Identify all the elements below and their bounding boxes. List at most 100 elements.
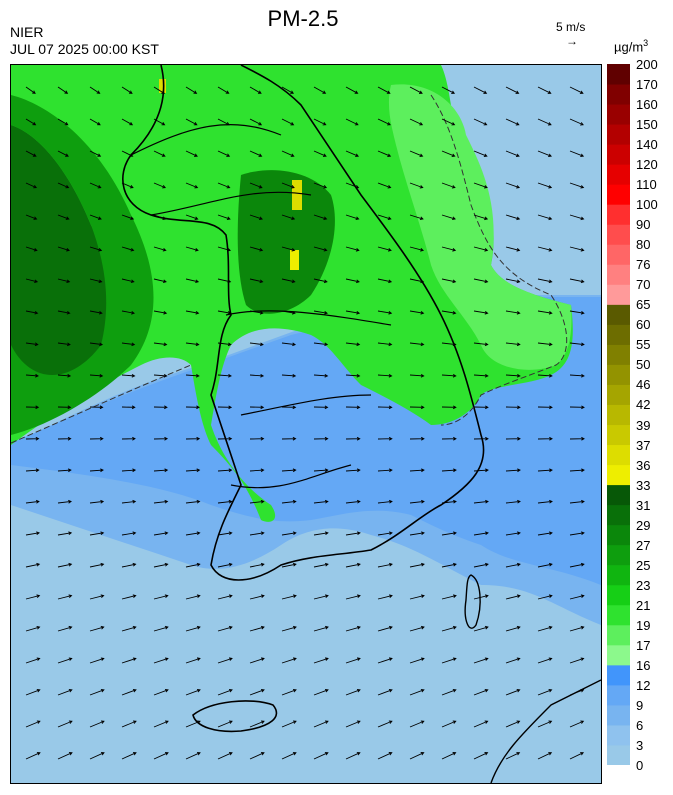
wind-arrow-icon: [89, 86, 101, 94]
legend-swatch: [607, 104, 630, 125]
unit-base: µg/m: [614, 39, 644, 55]
legend-tick-label: 160: [636, 97, 658, 113]
wind-arrow-icon: [153, 214, 167, 220]
wind-arrow-icon: [473, 373, 489, 378]
wind-arrow-icon: [505, 373, 521, 378]
pm25-map: [10, 64, 602, 784]
wind-arrow-icon: [537, 278, 553, 284]
wind-arrow-icon: [345, 182, 360, 189]
wind-arrow-icon: [569, 625, 585, 632]
wind-arrow-icon: [25, 118, 37, 126]
wind-arrow-icon: [249, 278, 264, 284]
wind-arrow-icon: [153, 118, 166, 126]
wind-arrow-icon: [409, 752, 425, 760]
wind-arrow-icon: [441, 468, 457, 473]
legend-tick-label: 0: [636, 758, 644, 773]
hotspot-3: [159, 79, 166, 93]
wind-arrow-icon: [153, 688, 169, 696]
wind-arrow-icon: [473, 688, 489, 696]
wind-arrow-icon: [185, 499, 201, 504]
wind-arrow-icon: [217, 657, 233, 664]
wind-arrow-icon: [537, 150, 552, 158]
legend-tick-label: 19: [636, 617, 651, 633]
wind-arrow-icon: [409, 531, 425, 536]
wind-arrow-icon: [249, 436, 265, 441]
unit-exponent: 3: [643, 38, 649, 48]
wind-arrow-icon: [185, 405, 200, 410]
legend-tick-label: 80: [636, 237, 651, 253]
wind-arrow-icon: [345, 373, 361, 378]
wind-arrow-icon: [345, 720, 361, 728]
legend-tick-label: 65: [636, 297, 651, 313]
legend-tick-label: 31: [636, 497, 651, 513]
wind-arrow-icon: [537, 436, 553, 441]
wind-arrow-icon: [569, 182, 585, 189]
contour-16: [11, 94, 568, 444]
wind-arrow-icon: [249, 182, 263, 189]
legend-swatch: [607, 284, 630, 305]
wind-arrow-icon: [377, 182, 392, 189]
wind-arrow-icon: [313, 499, 329, 504]
wind-arrow-icon: [249, 118, 263, 126]
wind-arrow-icon: [281, 373, 297, 378]
legend-tick-label: 60: [636, 317, 651, 333]
wind-arrow-icon: [377, 688, 393, 696]
wind-arrow-icon: [249, 86, 262, 94]
wind-arrow-icon: [153, 625, 169, 632]
wind-arrow-icon: [409, 468, 425, 473]
wind-arrow-icon: [441, 246, 457, 252]
wind-arrow-icon: [409, 405, 425, 410]
wind-arrow-icon: [89, 118, 101, 126]
legend-tick-label: 12: [636, 677, 651, 693]
legend-tick-label: 46: [636, 377, 651, 393]
wind-arrow-icon: [537, 342, 553, 347]
wind-arrow-icon: [185, 214, 199, 220]
legend-swatch: [607, 444, 630, 466]
wind-arrow-icon: [473, 150, 488, 157]
wind-arrow-icon: [25, 405, 40, 410]
wind-arrow-icon: [57, 436, 72, 441]
wind-arrow-icon: [249, 562, 265, 568]
wind-arrow-icon: [25, 342, 39, 347]
wind-arrow-icon: [473, 86, 488, 94]
unit-label: µg/m3: [614, 38, 648, 54]
legend-tick-label: 39: [636, 417, 651, 433]
legend-swatch: [607, 544, 630, 566]
wind-arrow-icon: [409, 657, 425, 664]
wind-arrow-icon: [377, 373, 393, 378]
wind-arrow-icon: [537, 625, 553, 632]
wind-arrow-icon: [89, 278, 103, 284]
wind-arrow-icon: [185, 150, 198, 157]
legend-swatch: [607, 704, 630, 726]
legend-tick-label: 140: [636, 137, 658, 153]
wind-arrow-icon: [441, 342, 457, 347]
legend-swatch: [607, 744, 630, 765]
wind-arrow-icon: [185, 342, 200, 347]
wind-arrow-icon: [505, 118, 520, 126]
wind-arrow-icon: [441, 594, 457, 600]
wind-arrow-icon: [281, 531, 297, 536]
wind-arrow-icon: [281, 562, 297, 568]
wind-arrow-icon: [57, 752, 73, 760]
wind-arrow-icon: [217, 688, 233, 696]
wind-arrow-icon: [249, 657, 265, 664]
legend-swatch: [607, 584, 630, 606]
wind-arrow-icon: [57, 118, 69, 126]
zone-light-sea: [388, 84, 572, 370]
wind-arrow-icon: [25, 150, 37, 157]
wind-arrow-icon: [185, 752, 201, 760]
timestamp-label: JUL 07 2025 00:00 KST: [10, 41, 159, 57]
wind-arrow-icon: [57, 594, 73, 600]
wind-arrow-icon: [377, 246, 392, 252]
wind-arrow-icon: [345, 436, 361, 441]
wind-arrow-icon: [409, 720, 425, 728]
wind-arrow-icon: [345, 531, 361, 536]
wind-arrow-icon: [25, 182, 38, 189]
wind-arrow-icon: [409, 499, 425, 504]
wind-arrow-icon: [153, 436, 169, 441]
wind-arrow-icon: [505, 468, 521, 473]
wind-arrow-icon: [537, 531, 553, 536]
wind-arrow-icon: [57, 278, 71, 284]
wind-arrow-icon: [537, 562, 553, 568]
wind-arrow-icon: [121, 436, 136, 441]
